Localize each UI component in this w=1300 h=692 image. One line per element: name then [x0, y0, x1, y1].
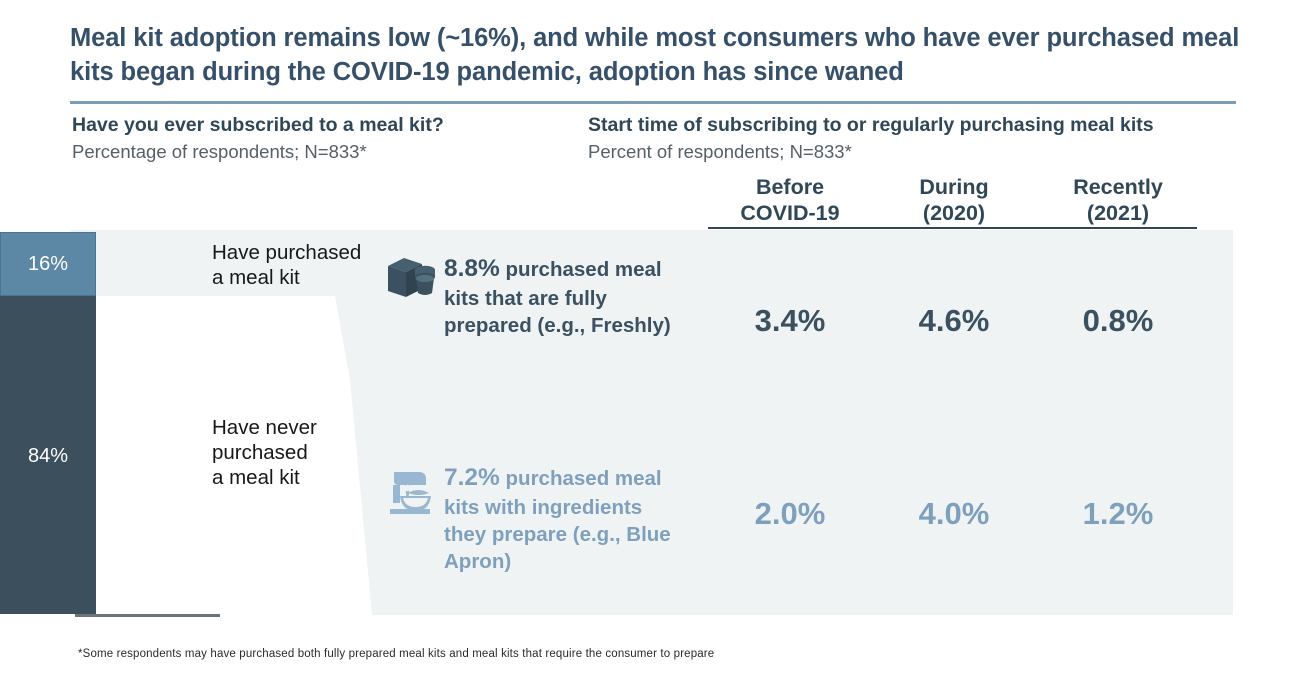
column-header-recently-2021: Recently (2021) — [1036, 174, 1200, 226]
value-row-ingredients: 2.0% 4.0% 1.2% — [708, 498, 1200, 529]
detail-row-fully-prepared: 8.8% purchased meal kits that are fully … — [386, 253, 686, 339]
bar-baseline-axis — [75, 614, 220, 617]
detail-row-ingredients-text: 7.2% purchased meal kits with ingredient… — [444, 462, 686, 575]
column-header-line2: COVID-19 — [740, 201, 840, 226]
bar-segment-never-purchased: 84% — [0, 296, 96, 614]
detail-row-fully-prepared-text: 8.8% purchased meal kits that are fully … — [444, 253, 686, 339]
meal-box-icon — [386, 255, 438, 305]
detail-row-fully-prepared-description: purchased meal kits that are fully prepa… — [444, 258, 671, 338]
detail-row-ingredients: 7.2% purchased meal kits with ingredient… — [386, 462, 686, 575]
bar-category-purchased: Have purchased a meal kit — [212, 241, 362, 289]
column-header-before-covid: Before COVID-19 — [708, 174, 872, 226]
detail-row-fully-prepared-percent: 8.8% — [444, 255, 500, 282]
right-panel-question: Start time of subscribing to or regularl… — [588, 114, 1154, 136]
left-panel-basis: Percentage of respondents; N=833* — [72, 141, 367, 163]
column-header-line1: Before — [755, 175, 825, 199]
bar-segment-never-label: 84% — [27, 445, 69, 467]
value-fully-prepared-recently-2021: 0.8% — [1082, 303, 1154, 338]
column-header-during-2020: During (2020) — [872, 174, 1036, 226]
column-headers: Before COVID-19 During (2020) Recently (… — [708, 174, 1200, 226]
left-panel-question: Have you ever subscribed to a meal kit? — [72, 114, 444, 136]
bar-segment-purchased: 16% — [0, 232, 96, 296]
right-panel-basis: Percent of respondents; N=833* — [588, 141, 852, 163]
column-header-line2: (2020) — [922, 201, 986, 226]
value-fully-prepared-during-2020: 4.6% — [918, 303, 990, 338]
bar-segment-purchased-label: 16% — [27, 253, 69, 275]
page-title: Meal kit adoption remains low (~16%), an… — [70, 24, 1240, 86]
value-ingredients-before-covid: 2.0% — [754, 496, 826, 531]
column-header-underline — [708, 227, 1197, 229]
bar-category-never-purchased: Have never purchased a meal kit — [212, 416, 317, 489]
value-ingredients-recently-2021: 1.2% — [1082, 496, 1154, 531]
value-row-fully-prepared: 3.4% 4.6% 0.8% — [708, 305, 1200, 336]
column-header-line1: Recently — [1073, 175, 1163, 199]
left-panel-header: Have you ever subscribed to a meal kit? … — [72, 113, 444, 165]
footnote: *Some respondents may have purchased bot… — [78, 648, 715, 660]
header-divider — [70, 101, 1236, 104]
value-fully-prepared-before-covid: 3.4% — [754, 303, 826, 338]
column-header-line2: (2021) — [1086, 201, 1150, 226]
column-header-line1: During — [919, 175, 989, 199]
detail-row-ingredients-description: purchased meal kits with ingredients the… — [444, 467, 671, 574]
right-panel-header: Start time of subscribing to or regularl… — [588, 113, 1154, 165]
stand-mixer-icon — [386, 467, 438, 517]
value-ingredients-during-2020: 4.0% — [918, 496, 990, 531]
detail-row-ingredients-percent: 7.2% — [444, 464, 500, 491]
